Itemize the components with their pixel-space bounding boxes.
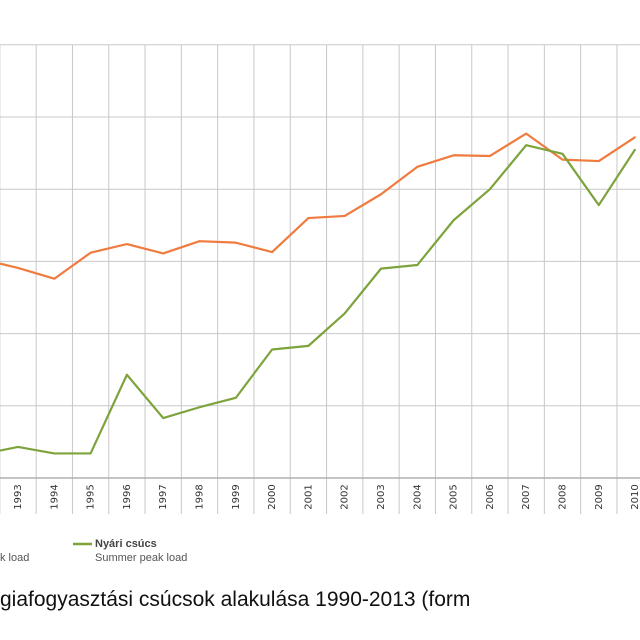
summer-point bbox=[271, 348, 273, 351]
summer-peak-line bbox=[0, 144, 637, 455]
summer-point bbox=[53, 452, 56, 455]
x-tick-label: 1995 bbox=[86, 484, 97, 509]
horizontal-gridlines bbox=[0, 44, 640, 479]
x-tick-label: 1998 bbox=[195, 484, 206, 509]
summer-point bbox=[561, 153, 564, 155]
winter-point bbox=[634, 136, 636, 139]
summer-point bbox=[235, 397, 237, 399]
summer-point bbox=[525, 144, 527, 146]
winter-point bbox=[561, 158, 564, 161]
winter-point bbox=[53, 277, 56, 280]
winter-point bbox=[89, 251, 92, 254]
summer-point bbox=[416, 264, 419, 266]
winter-point bbox=[525, 132, 527, 135]
summer-point bbox=[380, 267, 382, 270]
summer-point bbox=[489, 188, 491, 190]
winter-point bbox=[17, 267, 19, 269]
series-lines bbox=[0, 132, 637, 455]
x-tick-label: 2002 bbox=[340, 484, 351, 509]
x-tick-label: 1996 bbox=[122, 484, 133, 509]
winter-point bbox=[343, 215, 346, 217]
winter-point bbox=[126, 243, 128, 245]
summer-point bbox=[598, 204, 600, 206]
winter-point bbox=[452, 154, 455, 157]
winter-peak-line bbox=[0, 132, 636, 280]
winter-point bbox=[198, 240, 201, 242]
legend-winter-label-fragment: k load bbox=[0, 552, 30, 564]
winter-point bbox=[271, 251, 273, 253]
winter-point bbox=[598, 160, 600, 162]
x-tick-label: 2006 bbox=[485, 484, 496, 509]
x-tick-labels: 1993 1994 1995 1996 1997 1998 1999 2000 2001 2002… bbox=[13, 484, 640, 509]
summer-point bbox=[343, 312, 346, 315]
legend-summer-title: Nyári csúcs bbox=[95, 538, 157, 550]
x-tick-label: 2007 bbox=[521, 484, 532, 509]
x-tick-label: 1993 bbox=[13, 484, 24, 509]
x-tick-label: 2004 bbox=[412, 484, 423, 509]
x-tick-label: 2008 bbox=[558, 484, 569, 509]
summer-point bbox=[452, 219, 455, 222]
figure-caption: giafogyasztási csúcsok alakulása 1990-20… bbox=[0, 588, 471, 611]
winter-point bbox=[235, 241, 237, 244]
x-tick-label: 2003 bbox=[376, 484, 387, 509]
winter-point bbox=[489, 155, 491, 157]
summer-point bbox=[126, 373, 128, 376]
summer-point bbox=[89, 452, 92, 455]
winter-point bbox=[416, 166, 419, 168]
summer-point bbox=[198, 406, 201, 409]
legend-summer-subtitle: Summer peak load bbox=[95, 552, 188, 564]
x-tick-label: 2001 bbox=[303, 484, 314, 509]
vertical-gridlines bbox=[0, 44, 618, 514]
x-tick-label: 2009 bbox=[594, 484, 605, 509]
summer-point bbox=[307, 345, 310, 347]
x-tick-label: 2010 bbox=[630, 484, 640, 509]
winter-point bbox=[162, 252, 164, 255]
x-tick-label: 2000 bbox=[267, 484, 278, 509]
summer-point bbox=[162, 417, 164, 419]
x-tick-label: 1997 bbox=[158, 484, 169, 509]
x-tick-label: 2005 bbox=[449, 484, 460, 509]
x-tick-label: 1999 bbox=[231, 484, 242, 509]
summer-point bbox=[17, 446, 19, 448]
winter-point bbox=[307, 217, 310, 219]
summer-point bbox=[634, 148, 636, 151]
x-tick-label: 1994 bbox=[49, 484, 60, 509]
winter-point bbox=[380, 193, 382, 196]
